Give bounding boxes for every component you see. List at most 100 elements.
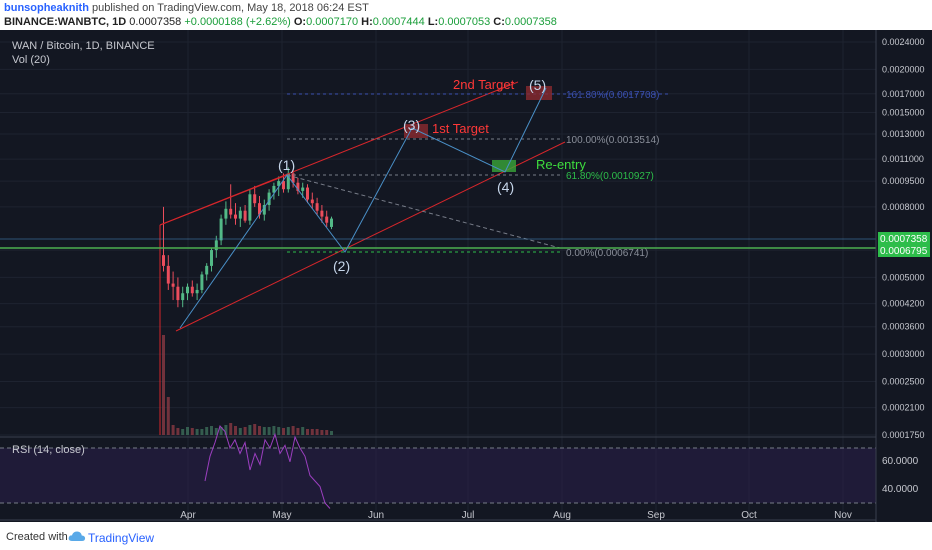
candle-body (205, 265, 209, 275)
volume-bar (258, 426, 261, 435)
first-target-label: 1st Target (432, 121, 489, 136)
volume-bar (272, 426, 276, 435)
volume-bars (162, 335, 333, 435)
candle-body (224, 208, 228, 219)
fib-0-label: 0.00%(0.0006741) (566, 248, 648, 259)
price-tick-label: 0.0001750 (882, 430, 925, 440)
price-tick-label: 0.0015000 (882, 108, 925, 118)
volume-bar (301, 427, 305, 435)
time-tick-label: Aug (553, 510, 571, 521)
candle-body (210, 250, 213, 266)
volume-bar (296, 428, 300, 435)
close-label: C: (493, 16, 505, 28)
time-axis[interactable]: Apr May Jun Jul Aug Sep Oct Nov (180, 510, 852, 521)
time-tick-label: Nov (834, 510, 852, 521)
candle-body (162, 255, 165, 266)
chart-title: WAN / Bitcoin, 1D, BINANCE (12, 40, 155, 52)
price-tick-label: 0.0008000 (882, 202, 925, 212)
footer: Created with TradingView (0, 522, 932, 550)
rsi-tick-40: 40.0000 (882, 484, 919, 495)
candle-body (258, 203, 261, 215)
candle-body (310, 199, 314, 204)
candle-body (166, 265, 170, 284)
candle-body (229, 208, 233, 215)
chart-area[interactable]: WAN / Bitcoin, 1D, BINANCE Vol (20) (1) … (0, 30, 932, 522)
candle-body (272, 185, 276, 193)
candle-body (195, 289, 199, 294)
volume-bar (186, 427, 189, 435)
author-link[interactable]: bunsopheaknith (4, 2, 89, 14)
candle-body (315, 203, 319, 211)
volume-bar (262, 427, 266, 435)
candle-body (282, 181, 285, 190)
rsi-label: RSI (14, close) (12, 444, 85, 456)
volume-bar (248, 425, 252, 435)
wave-label-5: (5) (529, 77, 546, 93)
candle-body (296, 182, 300, 191)
price-tick-label: 0.0011000 (882, 154, 924, 164)
candle-body (330, 218, 333, 227)
volume-bar (325, 430, 329, 435)
close-value: 0.0007358 (504, 16, 557, 28)
volume-bar (190, 428, 194, 435)
second-target-label: 2nd Target (453, 77, 515, 92)
open-value: 0.0007170 (306, 16, 359, 28)
candle-body (291, 173, 295, 183)
rsi-tick-60: 60.0000 (882, 456, 919, 467)
grid-lines (0, 30, 876, 520)
candle-body (190, 286, 194, 294)
rsi-line (204, 425, 331, 509)
candle-body (320, 210, 324, 217)
candle-body (262, 205, 266, 215)
reentry-label: Re-entry (536, 157, 586, 172)
chart-header: bunsopheaknith published on TradingView.… (0, 0, 932, 30)
volume-bar (166, 397, 170, 435)
volume-bar (315, 429, 319, 435)
fib-161-label: 161.80%(0.0017708) (566, 90, 659, 101)
candle-body (238, 210, 242, 219)
time-tick-label: May (273, 510, 292, 521)
tradingview-link[interactable]: TradingView (88, 531, 155, 545)
volume-bar (214, 428, 218, 435)
high-label: H: (361, 16, 373, 28)
candle-body (200, 274, 204, 290)
volume-bar (291, 426, 295, 435)
price-tick-label: 0.0013000 (882, 129, 925, 139)
time-tick-label: Jun (368, 510, 384, 521)
candle-body (214, 240, 218, 251)
wave-label-1: (1) (278, 157, 295, 173)
last-price-badge (878, 232, 930, 245)
candle-body (277, 181, 281, 186)
price-tick-label: 0.0024000 (882, 37, 925, 47)
fib-618-label: 61.80%(0.0010927) (566, 171, 654, 182)
candle-body (171, 283, 175, 287)
price-tick-label: 0.0002100 (882, 403, 925, 413)
time-tick-label: Sep (647, 510, 665, 521)
volume-bar (176, 428, 180, 435)
last-price-tag: 0.0007358 (880, 234, 928, 245)
fib-diagonal (286, 174, 561, 249)
candle-body (286, 173, 290, 190)
support-level-tag: 0.0006795 (880, 246, 928, 257)
volume-bar (320, 430, 324, 435)
last-price-text: 0.0007358 (129, 16, 182, 28)
chart-background (0, 30, 932, 522)
volume-bar (286, 427, 290, 435)
candle-body (181, 293, 185, 301)
tradingview-cloud-icon[interactable] (68, 530, 86, 542)
candle-body (306, 187, 309, 200)
price-axis[interactable]: 0.0024000 0.0020000 0.0017000 0.0015000 0.00… (882, 37, 925, 440)
volume-bar (238, 428, 242, 435)
price-tick-label: 0.0003000 (882, 349, 925, 359)
candle-body (267, 192, 271, 206)
volume-label: Vol (20) (12, 54, 50, 66)
price-tick-label: 0.0004200 (882, 299, 925, 309)
volume-bar (306, 429, 309, 435)
candle-body (243, 210, 247, 221)
support-badge (878, 244, 930, 257)
trend-channel (159, 81, 566, 435)
price-tick-label: 0.0009500 (882, 176, 925, 186)
channel-bottom-line (175, 141, 566, 332)
price-tick-label: 0.0003600 (882, 322, 925, 332)
volume-bar (171, 425, 175, 435)
